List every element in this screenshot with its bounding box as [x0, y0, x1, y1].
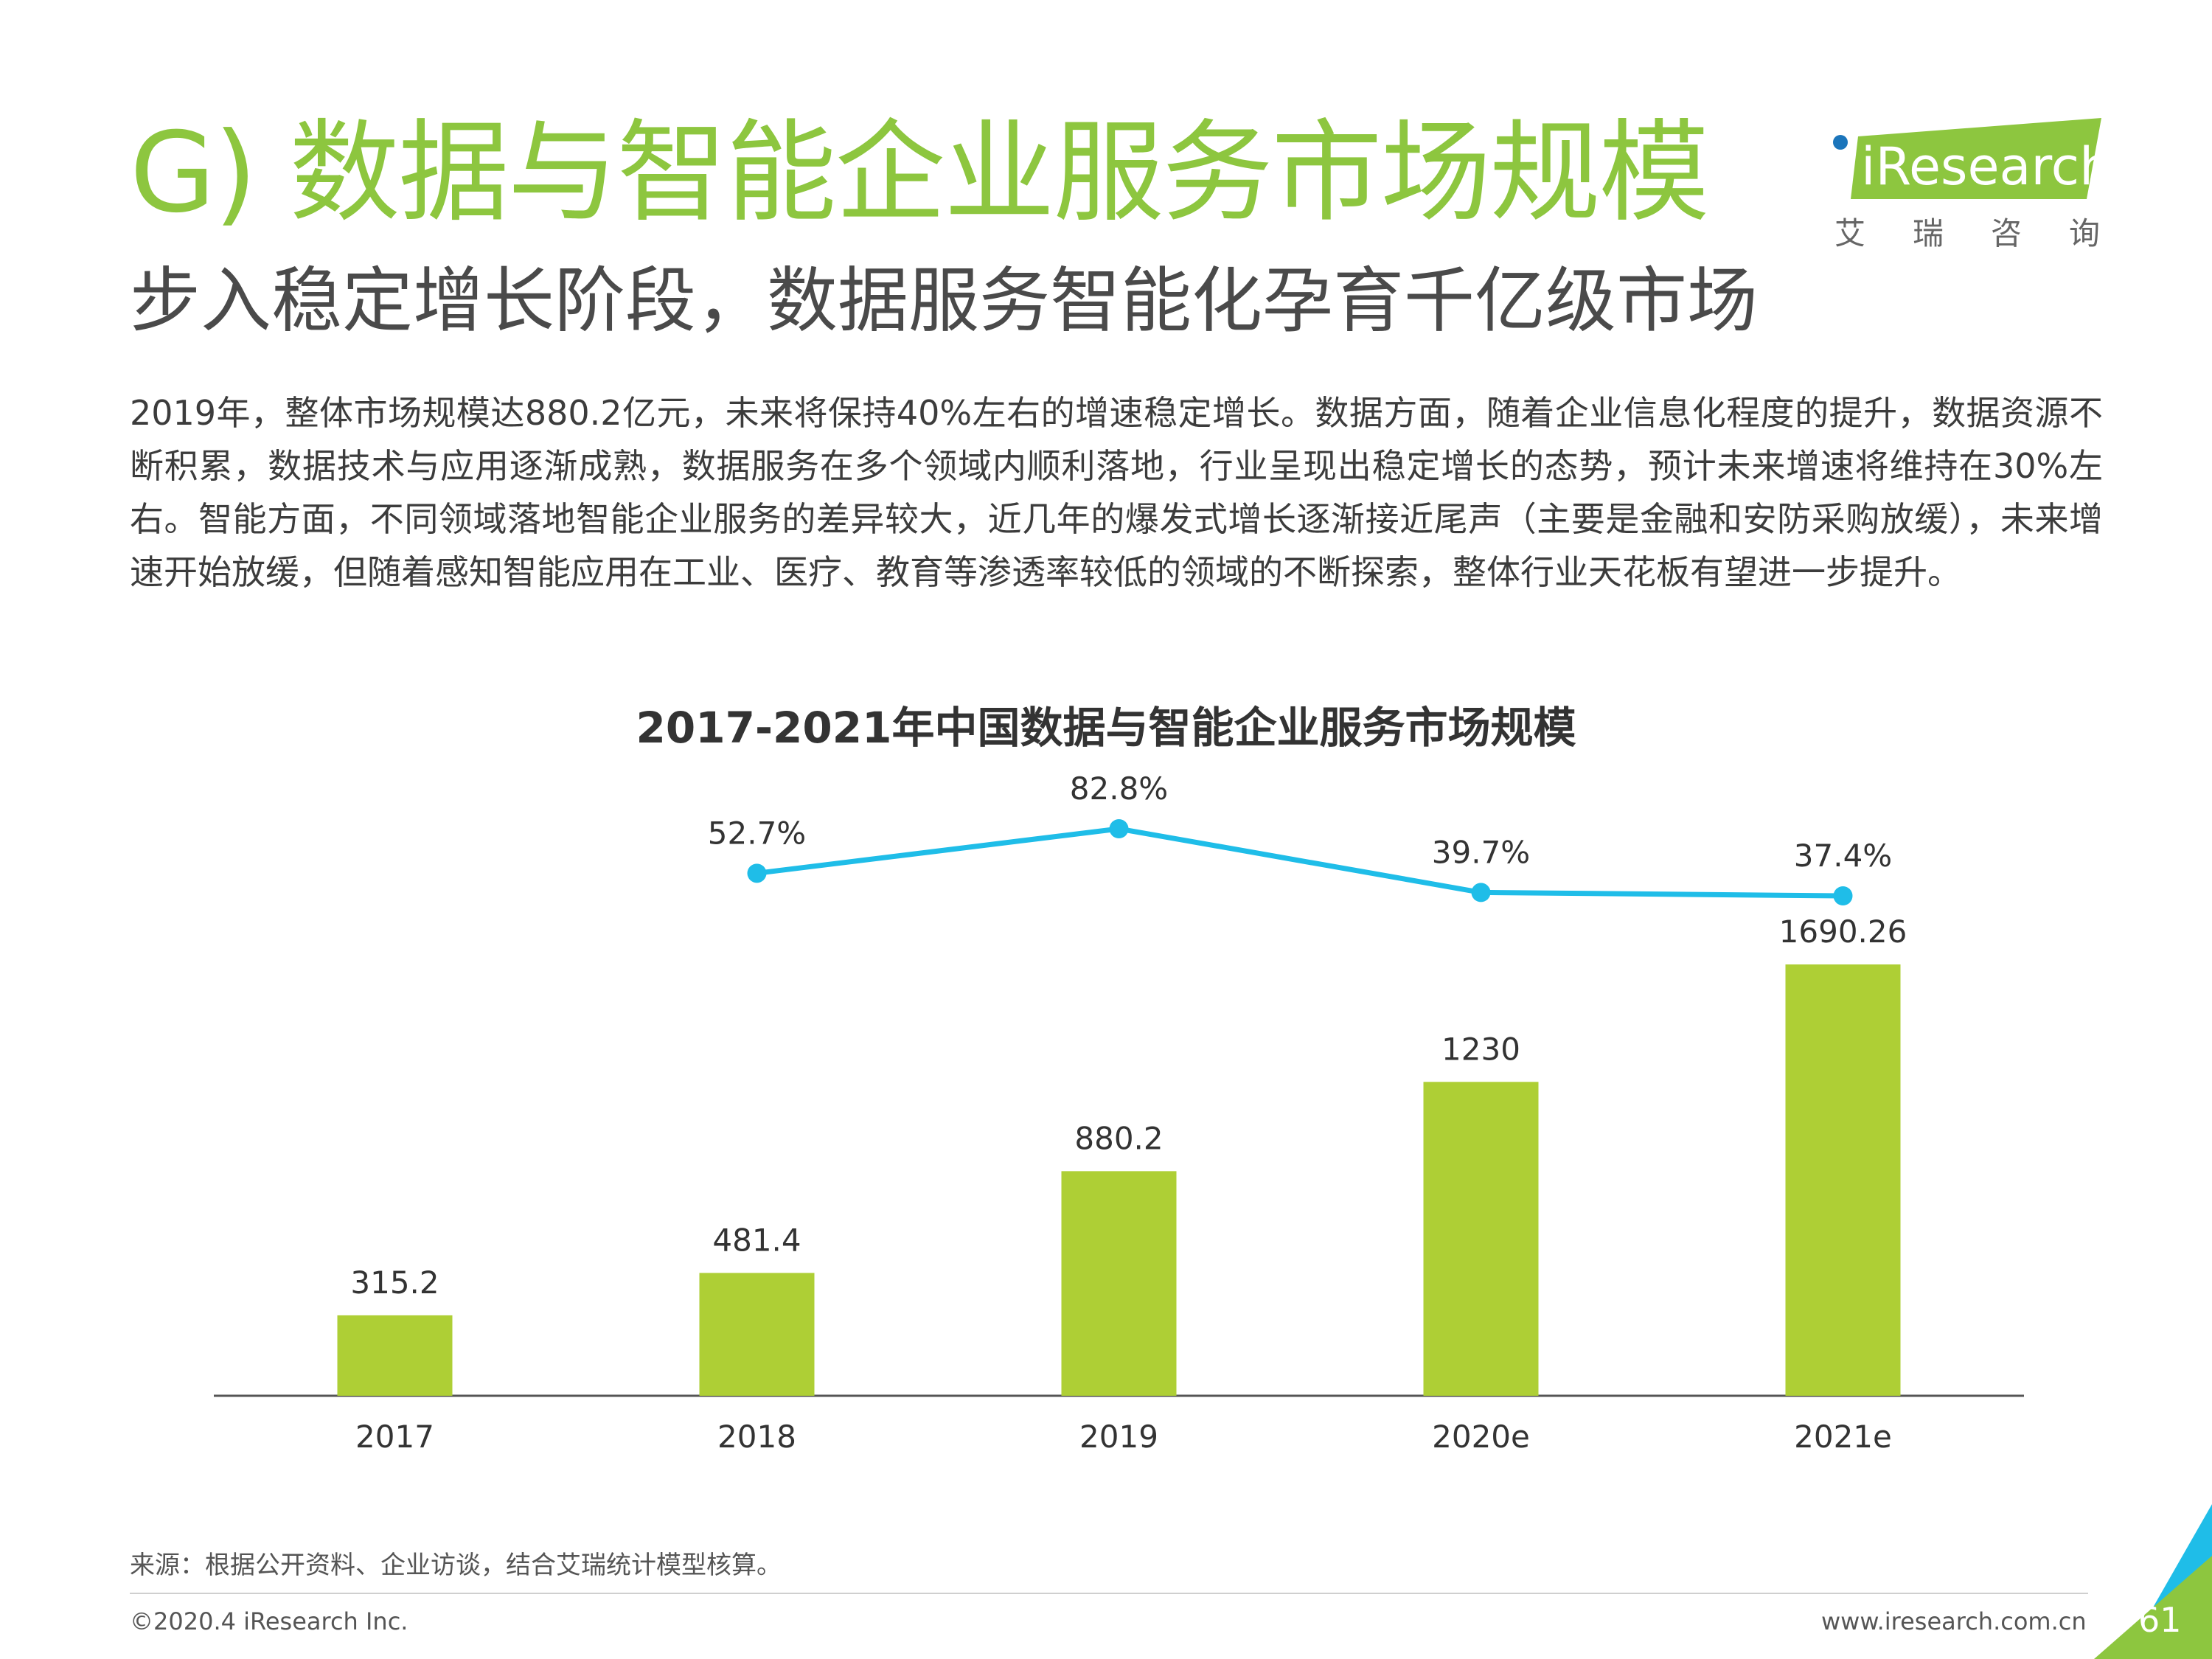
- page-title: G) 数据与智能企业服务市场规模: [130, 109, 1709, 237]
- bar: [337, 1315, 453, 1396]
- logo-chinese-text: 艾 瑞 咨 询: [1834, 209, 2100, 254]
- bar: [1423, 1082, 1539, 1396]
- website-link[interactable]: www.iresearch.com.cn: [1821, 1607, 2087, 1635]
- x-tick-label: 2020e: [1432, 1419, 1530, 1455]
- bar-value-label: 481.4: [712, 1222, 801, 1258]
- growth-rate-label: 37.4%: [1794, 838, 1892, 874]
- source-note: 来源：根据公开资料、企业访谈，结合艾瑞统计模型核算。: [130, 1551, 782, 1580]
- growth-rate-point: [1109, 819, 1129, 838]
- bar-value-label: 880.2: [1074, 1120, 1163, 1156]
- footer-divider: [130, 1593, 2088, 1594]
- x-tick-label: 2021e: [1794, 1419, 1892, 1455]
- growth-rate-label: 82.8%: [1070, 771, 1168, 807]
- bar-value-label: 1230: [1441, 1031, 1520, 1067]
- page-number: 61: [2138, 1600, 2182, 1640]
- corner-decoration: [2094, 1504, 2212, 1659]
- growth-rate-label: 39.7%: [1432, 834, 1530, 870]
- chart-title: 2017-2021年中国数据与智能企业服务市场规模: [636, 703, 1576, 753]
- x-tick-label: 2017: [355, 1419, 434, 1455]
- growth-rate-point: [747, 863, 767, 883]
- iresearch-logo: iResearch 艾 瑞 咨 询: [1829, 114, 2112, 254]
- growth-rate-label: 52.7%: [708, 815, 806, 851]
- bar: [1061, 1171, 1177, 1396]
- bar: [699, 1273, 815, 1396]
- market-size-chart: 315.2 2017 481.4 2018 880.2 2019 1230 2020e 1690…: [214, 771, 2024, 1455]
- logo-cn-char: 询: [2068, 215, 2100, 251]
- logo-banner: [1833, 118, 2101, 199]
- logo-cn-char: 咨: [1990, 215, 2022, 251]
- description-paragraph: 2019年，整体市场规模达880.2亿元，未来将保持40%左右的增速稳定增长。数…: [130, 393, 2103, 592]
- growth-rate-line: [757, 826, 1843, 899]
- bar: [1785, 964, 1901, 1396]
- bar-value-label: 1690.26: [1779, 914, 1907, 950]
- logo-brand-text: iResearch: [1861, 136, 2112, 197]
- page-subtitle: 步入稳定增长阶段，数据服务智能化孕育千亿级市场: [130, 260, 1758, 342]
- x-tick-label: 2019: [1079, 1419, 1158, 1455]
- logo-cn-char: 瑞: [1912, 215, 1944, 251]
- x-tick-label: 2018: [717, 1419, 796, 1455]
- growth-rate-point: [1833, 886, 1853, 905]
- copyright-text: ©2020.4 iResearch Inc.: [130, 1607, 408, 1635]
- bar-value-label: 315.2: [350, 1265, 439, 1301]
- logo-cn-char: 艾: [1834, 215, 1866, 251]
- growth-rate-point: [1471, 883, 1491, 902]
